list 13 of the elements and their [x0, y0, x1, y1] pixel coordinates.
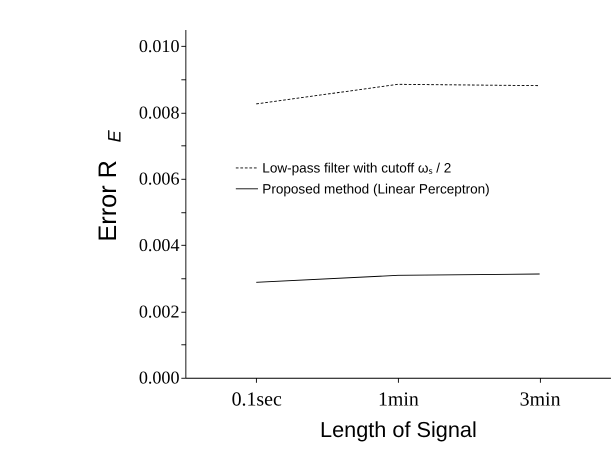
- y-tick-label: 0.010: [138, 36, 180, 56]
- x-tick-label: 0.1sec: [232, 388, 282, 410]
- y-tick-label: 0.006: [138, 168, 180, 189]
- legend-label: Proposed method (Linear Perceptron): [262, 181, 490, 196]
- y-tick-label: 0.000: [138, 368, 180, 388]
- x-tick-label: 1min: [378, 388, 419, 410]
- y-tick-label: 0.004: [138, 235, 180, 256]
- x-tick-label: 3min: [520, 388, 561, 410]
- legend-label: Low-pass filter with cutoff ωₛ / 2: [262, 160, 452, 176]
- y-axis-title: Error RE: [94, 129, 124, 242]
- y-tick-label: 0.002: [138, 301, 180, 322]
- y-tick-label: 0.008: [138, 102, 180, 122]
- x-axis-title: Length of Signal: [320, 417, 477, 442]
